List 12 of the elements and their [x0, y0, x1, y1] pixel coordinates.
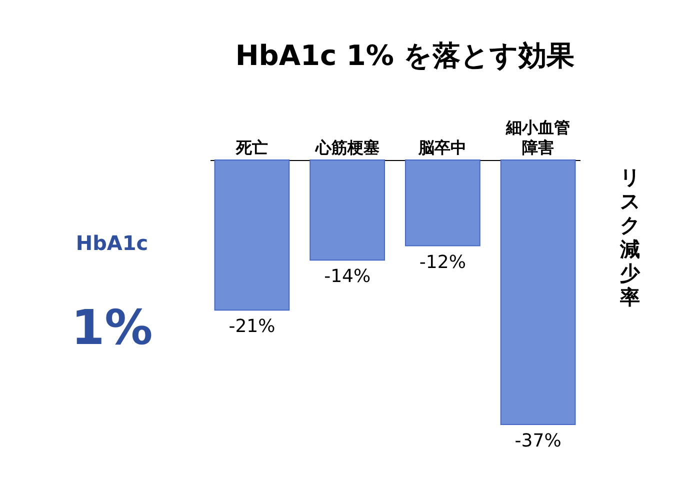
x-tick-label: 細小血管障害 [505, 118, 570, 157]
text: 1% [71, 300, 153, 356]
y-axis-title: リスク減少率 [619, 165, 641, 309]
data-label: -21% [228, 316, 276, 338]
data-label: -37% [514, 430, 562, 452]
x-tick-label: 脳卒中 [418, 138, 467, 157]
chart-title: HbA1c 1% を落とす効果 [235, 39, 575, 72]
data-label: -12% [419, 252, 466, 273]
x-tick-label: 心筋梗塞 [314, 138, 380, 157]
data-label: -14% [324, 266, 371, 288]
x-tick-label: 死亡 [234, 138, 268, 157]
text: HbA1c [76, 231, 148, 255]
